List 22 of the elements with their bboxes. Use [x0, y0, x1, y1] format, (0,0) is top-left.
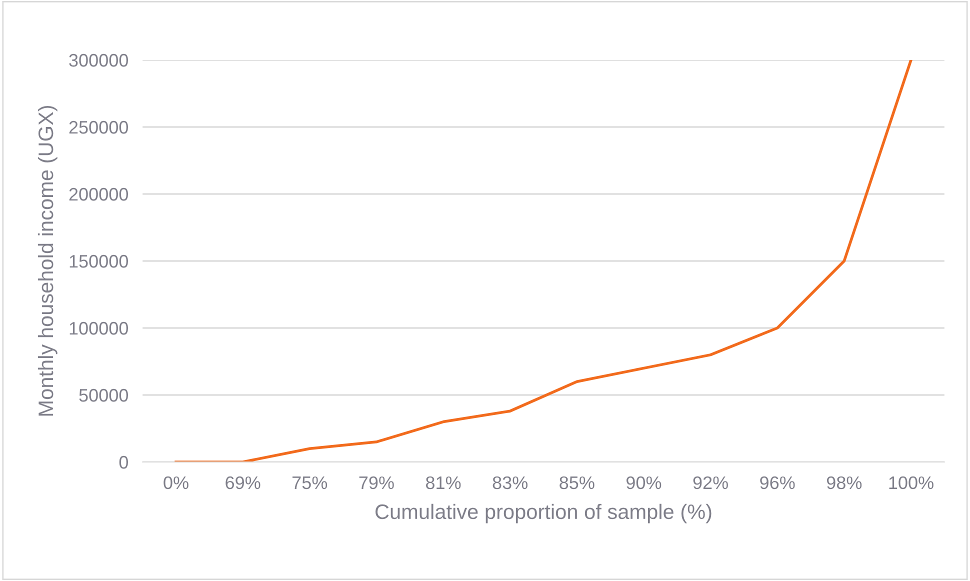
x-tick-label: 81%	[426, 476, 461, 490]
y-tick-label: 150000	[70, 254, 128, 268]
x-tick-label: 90%	[626, 476, 662, 490]
y-tick-label: 300000	[69, 54, 128, 67]
x-tick-label: 79%	[359, 476, 394, 490]
x-tick-label: 98%	[826, 476, 862, 490]
x-tick-label: 0%	[164, 476, 188, 490]
y-axis-title: Monthly household income (UGX)	[38, 106, 58, 416]
y-tick-label: 250000	[69, 120, 128, 134]
y-tick-label: 100000	[70, 322, 128, 335]
x-tick-label: 75%	[292, 476, 328, 490]
x-tick-label: 69%	[226, 476, 260, 490]
x-tick-label: 83%	[492, 476, 528, 490]
x-tick-label: 92%	[693, 476, 728, 490]
x-tick-label: 96%	[760, 476, 795, 490]
x-tick-label: 100%	[889, 476, 934, 490]
y-tick-label: 50000	[79, 388, 128, 402]
x-tick-label: 85%	[560, 476, 594, 490]
line-series	[174, 60, 912, 462]
x-axis-title: Cumulative proportion of sample (%)	[376, 504, 712, 524]
y-tick-label: 200000	[69, 188, 128, 201]
y-tick-label: 0	[119, 456, 128, 469]
